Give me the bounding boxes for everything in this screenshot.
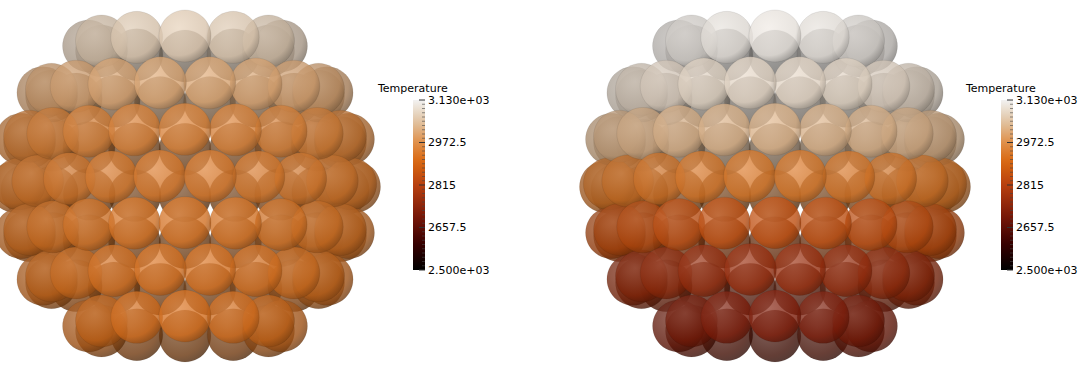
- svg-text:2815: 2815: [428, 179, 456, 192]
- svg-text:2972.5: 2972.5: [428, 136, 467, 149]
- svg-text:2657.5: 2657.5: [1016, 221, 1055, 234]
- svg-text:2.500e+03: 2.500e+03: [428, 264, 489, 277]
- svg-text:2815: 2815: [1016, 179, 1044, 192]
- svg-text:2657.5: 2657.5: [428, 221, 467, 234]
- svg-text:Temperature: Temperature: [378, 82, 448, 95]
- svg-text:Temperature: Temperature: [966, 82, 1036, 95]
- svg-text:2.500e+03: 2.500e+03: [1016, 264, 1077, 277]
- svg-text:3.130e+03: 3.130e+03: [1016, 94, 1077, 107]
- svg-text:2972.5: 2972.5: [1016, 136, 1055, 149]
- svg-text:3.130e+03: 3.130e+03: [428, 94, 489, 107]
